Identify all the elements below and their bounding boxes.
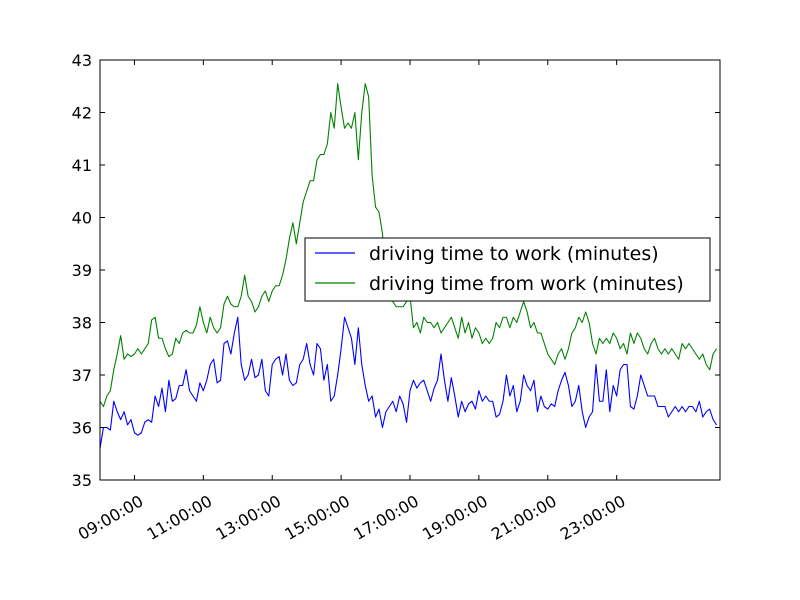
legend-box <box>304 237 711 302</box>
y-tick-label: 38 <box>72 314 92 333</box>
y-tick-label: 40 <box>72 209 92 228</box>
legend-label-to-work: driving time to work (minutes) <box>369 243 659 265</box>
legend: driving time to work (minutes) driving t… <box>304 237 711 302</box>
series-line-0 <box>100 316 718 449</box>
y-tick-label: 42 <box>72 104 92 123</box>
plot-frame <box>99 59 721 481</box>
y-tick-label: 36 <box>72 419 92 438</box>
y-tick-label: 41 <box>72 156 92 175</box>
y-tick-label: 43 <box>72 51 92 70</box>
legend-label-from-work: driving time from work (minutes) <box>369 273 684 295</box>
y-tick-label: 35 <box>72 471 92 490</box>
y-tick-label: 39 <box>72 261 92 280</box>
y-tick-label: 37 <box>72 366 92 385</box>
